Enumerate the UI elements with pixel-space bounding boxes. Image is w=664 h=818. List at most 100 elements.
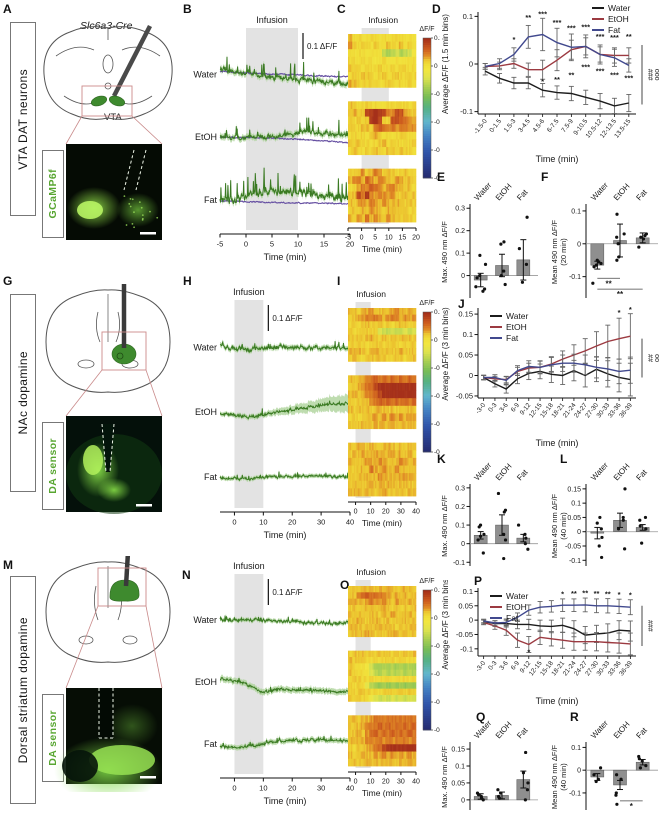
svg-text:*: * [527, 648, 530, 657]
svg-text:Max. 490 nm ΔF/F: Max. 490 nm ΔF/F [440, 495, 449, 557]
svg-text:-0.4: -0.4 [434, 393, 440, 400]
panel-letter-l: L [560, 452, 568, 466]
panel-f-barchart: -0.1 0 0.1 Mean 490 nm ΔF/F (20 min) Water EtO… [548, 176, 662, 304]
svg-text:*: * [629, 591, 632, 600]
svg-text:Water: Water [506, 311, 529, 321]
svg-text:30: 30 [317, 518, 325, 527]
svg-text:-1.5-0: -1.5-0 [473, 118, 489, 136]
svg-text:Infusion: Infusion [233, 561, 265, 571]
svg-text:-0.8: -0.8 [434, 175, 440, 182]
svg-text:-0.6: -0.6 [434, 421, 440, 428]
svg-text:0.3: 0.3 [455, 206, 465, 213]
svg-text:Max. 490 nm ΔF/F: Max. 490 nm ΔF/F [440, 221, 449, 283]
panel-h-traces: Infusion 0.1 ΔF/F Water EtOH Fat 0 10 20 30 40 Tim… [186, 282, 356, 548]
svg-text:***: *** [610, 70, 619, 79]
svg-text:30: 30 [397, 509, 405, 516]
svg-text:***: *** [610, 33, 619, 42]
svg-text:***: *** [596, 32, 605, 41]
svg-text:-0.2: -0.2 [434, 643, 440, 650]
brain-diagram-vta [43, 24, 173, 240]
svg-text:**: ** [571, 589, 577, 598]
svg-text:***: *** [581, 23, 590, 32]
svg-text:EtOH: EtOH [494, 462, 514, 483]
svg-text:**: ** [568, 70, 574, 79]
svg-text:Time (min): Time (min) [264, 796, 307, 806]
image-label-gcamp: GCaMP6f [42, 150, 64, 238]
svg-text:-0.1: -0.1 [569, 274, 581, 281]
svg-text:15: 15 [320, 240, 328, 249]
svg-text:**: ** [605, 589, 611, 598]
svg-text:***: *** [581, 63, 590, 72]
svg-text:6-7.5: 6-7.5 [546, 118, 561, 134]
svg-text:-0.1: -0.1 [460, 644, 473, 653]
svg-text:Time (min): Time (min) [264, 530, 307, 540]
svg-text:###: ### [646, 620, 653, 632]
svg-text:40: 40 [346, 518, 354, 527]
panel-letter-a: A [3, 2, 12, 16]
panel-letter-n: N [182, 568, 191, 582]
panel-letter-r: R [570, 710, 579, 724]
svg-text:Time (min): Time (min) [362, 788, 402, 798]
svg-text:0.1: 0.1 [571, 208, 581, 215]
panel-e-barchart: 0 0.1 0.2 0.3 Max. 490 nm ΔF/F Water EtOH Fat [436, 176, 542, 304]
svg-text:0.1 ΔF/F: 0.1 ΔF/F [307, 42, 337, 51]
svg-text:-0.6: -0.6 [434, 147, 440, 154]
panel-letter-d: D [432, 2, 441, 16]
svg-text:1.5-3: 1.5-3 [503, 118, 518, 134]
svg-text:*: * [561, 590, 564, 599]
svg-text:Fat: Fat [515, 467, 530, 482]
svg-text:EtOH: EtOH [506, 602, 527, 612]
svg-text:*: * [629, 305, 632, 314]
svg-text:Mean 490 nm ΔF/F: Mean 490 nm ΔF/F [550, 744, 559, 809]
svg-text:*: * [618, 590, 621, 599]
svg-text:3-4.5: 3-4.5 [517, 118, 532, 134]
svg-text:Infusion: Infusion [233, 287, 265, 297]
svg-text:0.1: 0.1 [571, 501, 581, 508]
svg-text:-0.8: -0.8 [434, 449, 440, 456]
svg-text:**: ** [617, 290, 624, 299]
svg-text:Infusion: Infusion [356, 567, 386, 577]
svg-text:Fat: Fat [515, 725, 530, 740]
svg-text:**: ** [626, 32, 632, 41]
svg-text:0: 0 [232, 784, 236, 793]
panel-letter-b: B [183, 2, 192, 16]
svg-text:Average ΔF/F (3 min bins): Average ΔF/F (3 min bins) [441, 580, 450, 670]
svg-text:Water: Water [608, 3, 631, 13]
svg-text:0.1: 0.1 [463, 587, 473, 596]
svg-text:20: 20 [412, 235, 420, 242]
svg-text:0: 0 [461, 273, 465, 280]
svg-text:***: *** [624, 74, 633, 83]
row-label-vta: VTA DAT neurons [10, 22, 36, 216]
panel-letter-m: M [3, 558, 13, 572]
svg-text:-0.1: -0.1 [569, 558, 581, 565]
svg-text:0: 0 [461, 541, 465, 548]
svg-text:**: ** [525, 13, 531, 22]
svg-text:0: 0 [577, 241, 581, 248]
svg-text:-0.4: -0.4 [434, 119, 440, 126]
panel-l-barchart: -0.1 -0.05 0 0.05 0.1 0.15 Mean 490 nm ΔF/F (40… [548, 456, 662, 572]
svg-text:-0.4: -0.4 [434, 671, 440, 678]
svg-text:Fat: Fat [204, 739, 218, 749]
row-label-nac: NAc dopamine [10, 294, 36, 492]
svg-text:***: *** [538, 9, 547, 18]
panel-q-barchart: 0 0.05 0.1 0.15 Max. 490 nm ΔF/F Water EtOH Fat [436, 714, 542, 816]
svg-text:0-3: 0-3 [487, 660, 499, 672]
svg-text:0-1.5: 0-1.5 [488, 118, 503, 134]
panel-p-linechart: -0.1 -0.05 0 0.05 0.1 Average ΔF/F (3 min bin… [436, 576, 664, 708]
svg-text:0.2: 0.2 [434, 587, 440, 594]
svg-text:Water: Water [589, 180, 610, 202]
svg-text:0.1: 0.1 [455, 764, 465, 771]
panel-letter-e: E [437, 170, 446, 184]
brain-diagram-dorsal [45, 556, 171, 792]
svg-text:20: 20 [288, 518, 296, 527]
svg-text:3-6: 3-6 [498, 402, 510, 414]
svg-text:0: 0 [469, 616, 473, 625]
svg-text:0: 0 [469, 60, 473, 69]
svg-text:30: 30 [317, 784, 325, 793]
svg-text:EtOH: EtOH [494, 720, 514, 741]
svg-text:Fat: Fat [634, 187, 649, 202]
svg-text:*: * [541, 77, 544, 86]
svg-text:0.15: 0.15 [567, 486, 581, 493]
svg-text:*: * [630, 802, 634, 811]
